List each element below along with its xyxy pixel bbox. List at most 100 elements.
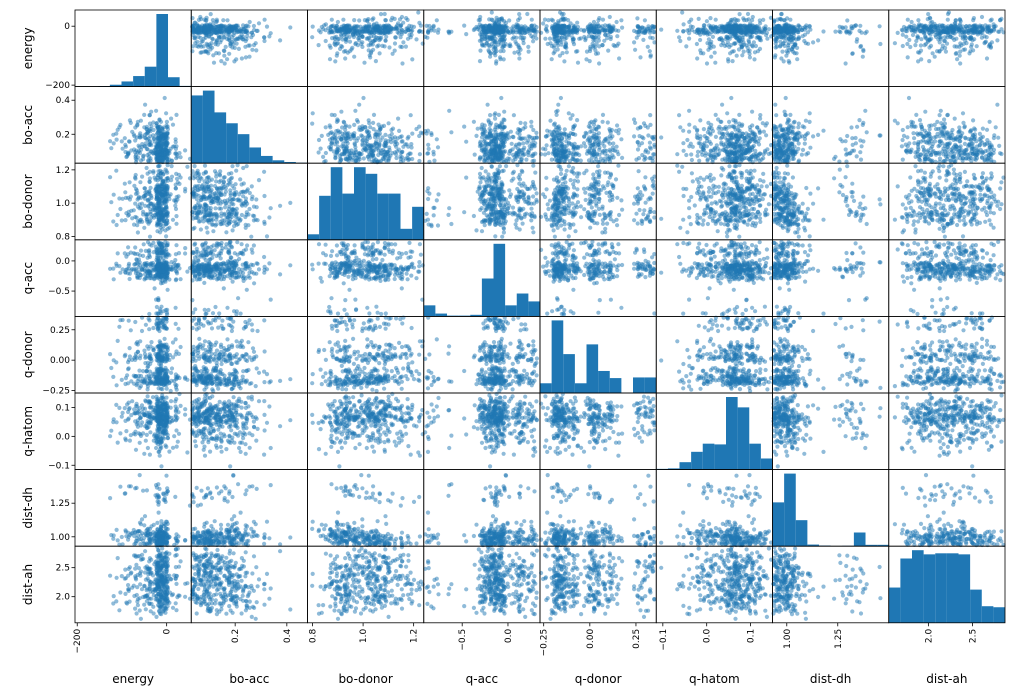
- scatter-point: [680, 10, 685, 15]
- scatter-point: [701, 127, 707, 132]
- scatter-point: [230, 34, 235, 40]
- scatter-point: [333, 59, 338, 64]
- scatter-point: [333, 26, 338, 31]
- scatter-point: [878, 133, 883, 138]
- scatter-point: [863, 108, 868, 113]
- scatter-point: [761, 129, 767, 134]
- scatter-point: [195, 26, 200, 31]
- scatter-point: [211, 53, 216, 58]
- scatter-point: [766, 151, 772, 157]
- scatter-point: [837, 29, 842, 34]
- scatter-point: [426, 28, 431, 33]
- scatter-point: [371, 153, 376, 158]
- scatter-point: [753, 148, 758, 153]
- scatter-point: [365, 137, 370, 142]
- scatter-point: [352, 18, 357, 23]
- scatter-point: [237, 36, 242, 41]
- scatter-point: [262, 35, 267, 40]
- scatter-point: [761, 152, 766, 157]
- scatter-point: [614, 19, 619, 25]
- scatter-point: [564, 28, 569, 33]
- scatter-point: [772, 133, 777, 138]
- scatter-point: [407, 23, 412, 28]
- scatter-point: [959, 43, 964, 48]
- scatter-point: [786, 154, 791, 159]
- scatter-point: [432, 158, 437, 163]
- scatter-point: [378, 30, 383, 35]
- scatter-point: [723, 28, 728, 33]
- scatter-point: [343, 26, 348, 31]
- scatter-point: [316, 43, 321, 48]
- scatter-point: [591, 19, 597, 25]
- scatter-point: [382, 141, 387, 146]
- scatter-point: [779, 56, 784, 61]
- scatter-point: [417, 158, 422, 164]
- scatter-point: [532, 23, 537, 28]
- scatter-point: [605, 36, 610, 41]
- scatter-point: [752, 57, 757, 62]
- scatter-point: [357, 102, 362, 107]
- scatter-point: [347, 24, 352, 29]
- scatter-point: [138, 118, 143, 123]
- scatter-point: [793, 43, 798, 48]
- scatter-point: [549, 137, 554, 142]
- scatter-point: [327, 123, 332, 128]
- scatter-point: [597, 16, 602, 21]
- scatter-point: [216, 51, 222, 56]
- scatter-point: [593, 118, 598, 123]
- scatter-point: [351, 26, 357, 31]
- scatter-point: [234, 57, 239, 62]
- scatter-point: [531, 28, 536, 33]
- scatter-point: [795, 137, 800, 143]
- scatter-point: [937, 30, 942, 35]
- scatter-point: [725, 111, 730, 116]
- scatter-point: [614, 144, 619, 149]
- scatter-point: [913, 43, 918, 48]
- scatter-point: [517, 136, 522, 141]
- scatter-point: [727, 124, 732, 129]
- scatter-point: [927, 37, 932, 42]
- scatter-point: [165, 135, 170, 141]
- scatter-point: [344, 34, 349, 39]
- scatter-point: [230, 45, 235, 50]
- scatter-point: [474, 133, 479, 138]
- scatter-point: [323, 125, 328, 130]
- scatter-point: [715, 146, 720, 151]
- scatter-point: [647, 140, 653, 145]
- scatter-point: [375, 23, 380, 29]
- scatter-point: [854, 39, 859, 44]
- scatter-point: [359, 133, 364, 138]
- scatter-point: [784, 53, 789, 58]
- scatter-point: [791, 120, 796, 125]
- scatter-point: [319, 24, 324, 30]
- scatter-point: [357, 29, 362, 34]
- scatter-point: [489, 17, 494, 22]
- scatter-point: [383, 154, 388, 159]
- scatter-point: [369, 34, 374, 39]
- scatter-point: [213, 42, 218, 47]
- scatter-point: [775, 30, 781, 35]
- scatter-point: [600, 119, 605, 124]
- scatter-point: [480, 122, 485, 127]
- scatter-point: [772, 141, 777, 146]
- scatter-point: [615, 123, 620, 128]
- hist-bar-energy-4: [121, 81, 134, 87]
- scatter-point: [401, 40, 406, 45]
- scatter-point: [471, 27, 476, 33]
- scatter-point: [637, 143, 642, 148]
- scatter-point: [559, 145, 564, 150]
- scatter-point: [251, 23, 256, 29]
- scatter-point: [615, 149, 620, 154]
- scatter-point: [761, 17, 766, 22]
- scatter-point: [765, 36, 770, 41]
- scatter-point: [989, 17, 994, 22]
- scatter-point: [575, 27, 580, 32]
- scatter-point: [710, 27, 715, 32]
- scatter-point: [329, 17, 334, 22]
- scatter-point: [845, 18, 850, 23]
- scatter-point: [196, 44, 201, 49]
- scatter-point: [687, 108, 692, 113]
- scatter-point: [169, 158, 174, 164]
- scatter-point: [916, 50, 921, 55]
- scatter-point: [374, 132, 379, 137]
